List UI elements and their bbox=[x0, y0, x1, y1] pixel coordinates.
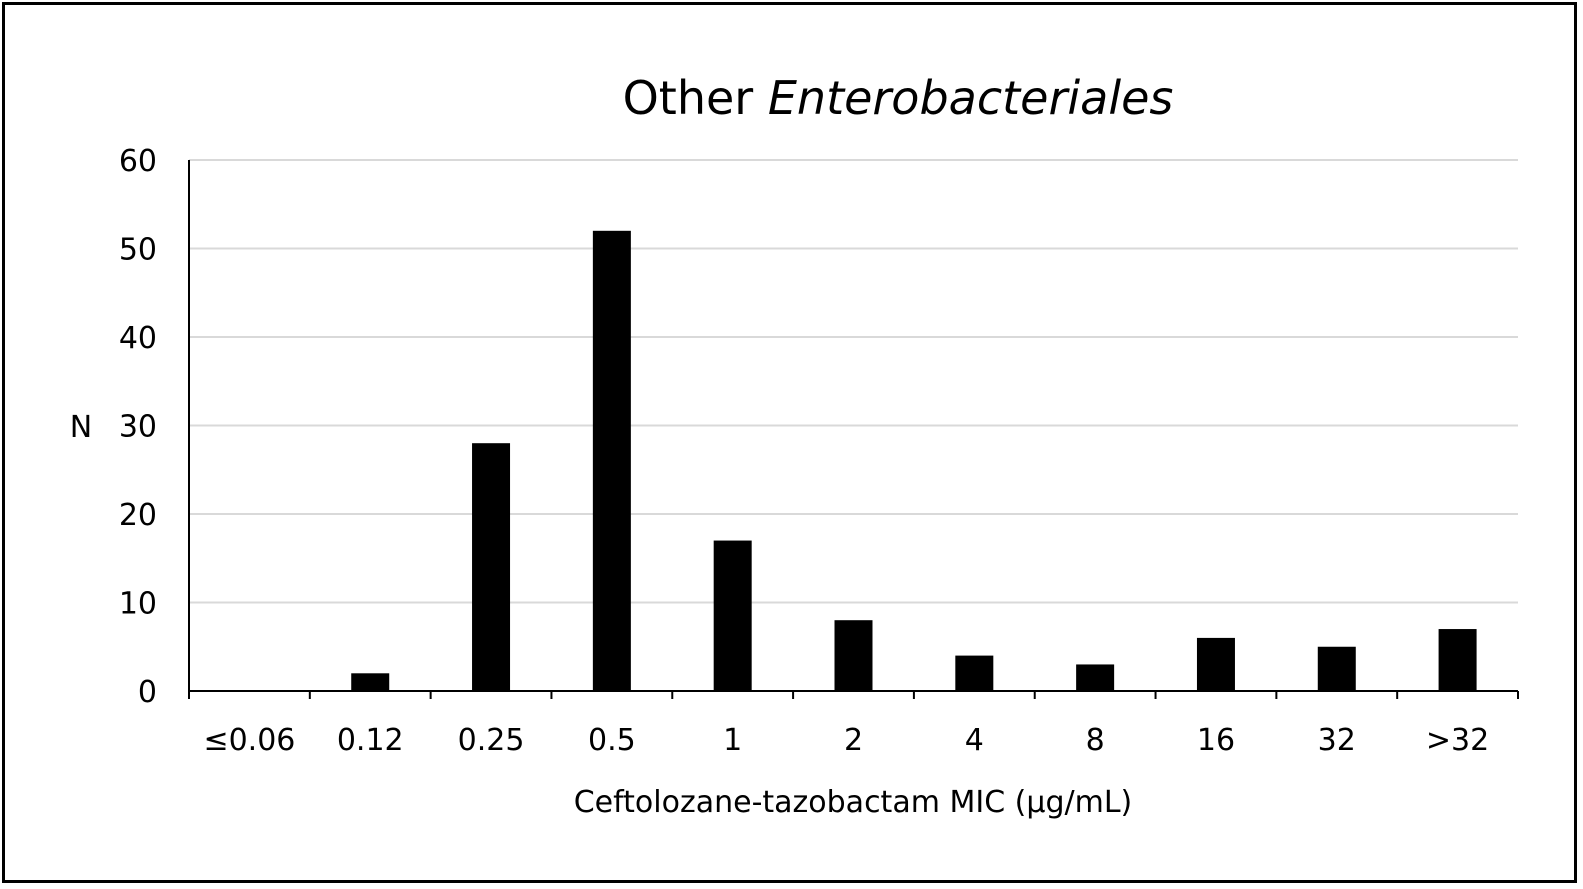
x-axis-label: Ceftolozane-tazobactam MIC (µg/mL) bbox=[574, 785, 1133, 820]
bar bbox=[592, 230, 631, 692]
bar bbox=[713, 540, 752, 691]
y-axis-label: N bbox=[70, 410, 92, 445]
y-tick-label: 10 bbox=[119, 587, 157, 622]
x-tick-label: 0.25 bbox=[458, 723, 525, 758]
bar bbox=[351, 673, 390, 691]
bar bbox=[472, 443, 511, 691]
x-tick-label: ≤0.06 bbox=[203, 723, 295, 758]
y-tick-label: 30 bbox=[119, 410, 157, 445]
x-tick-label: 1 bbox=[723, 723, 742, 758]
chart-title: Other Enterobacteriales bbox=[623, 71, 1174, 125]
axes bbox=[188, 160, 1519, 699]
y-tick-label: 50 bbox=[119, 233, 157, 268]
y-tick-label: 60 bbox=[119, 144, 157, 179]
y-tick-labels: 0 10 20 30 40 50 60 bbox=[119, 144, 157, 710]
x-tick-labels: ≤0.06 0.12 0.25 0.5 1 2 4 8 16 32 >32 bbox=[203, 723, 1489, 758]
chart-title-plain: Other bbox=[623, 71, 754, 125]
gridlines bbox=[189, 159, 1518, 604]
x-tick-label: 4 bbox=[965, 723, 984, 758]
x-tick-label: 2 bbox=[844, 723, 863, 758]
chart-title-italic: Enterobacteriales bbox=[768, 71, 1174, 125]
bar bbox=[834, 620, 873, 691]
bar bbox=[1076, 664, 1115, 691]
y-tick-label: 0 bbox=[138, 675, 157, 710]
bar bbox=[1438, 629, 1477, 691]
x-tick-label: 32 bbox=[1318, 723, 1356, 758]
x-tick-label: 8 bbox=[1086, 723, 1105, 758]
bar bbox=[1317, 646, 1356, 691]
bar bbox=[1196, 637, 1235, 691]
y-tick-label: 20 bbox=[119, 498, 157, 533]
x-tick-label: 16 bbox=[1197, 723, 1235, 758]
x-tick-label: >32 bbox=[1426, 723, 1489, 758]
x-tick-label: 0.12 bbox=[337, 723, 404, 758]
x-tick-label: 0.5 bbox=[588, 723, 636, 758]
y-tick-label: 40 bbox=[119, 321, 157, 356]
bar bbox=[955, 655, 994, 691]
bars bbox=[351, 230, 1477, 692]
